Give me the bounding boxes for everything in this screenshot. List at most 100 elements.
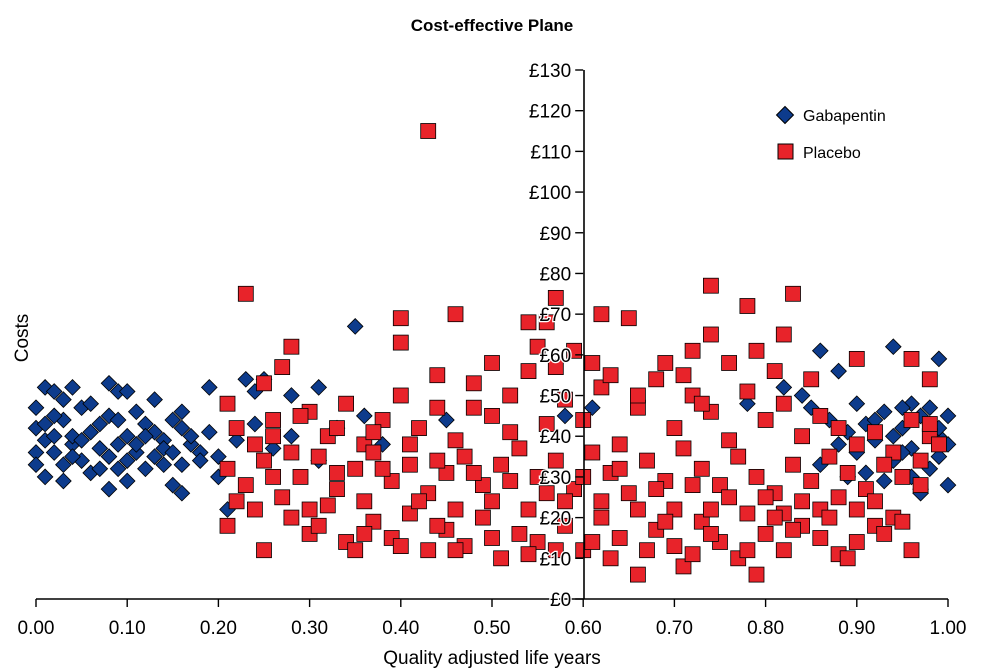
point-gabapentin-53 bbox=[91, 415, 109, 433]
point-gabapentin-78 bbox=[100, 480, 118, 498]
point-placebo-150 bbox=[529, 338, 546, 355]
point-gabapentin-28 bbox=[91, 440, 109, 457]
point-gabapentin-17 bbox=[811, 342, 829, 360]
point-gabapentin-48 bbox=[45, 407, 63, 425]
point-placebo-0 bbox=[420, 123, 437, 139]
point-gabapentin-55 bbox=[109, 436, 127, 453]
point-gabapentin-71 bbox=[36, 415, 54, 433]
point-gabapentin-40 bbox=[200, 423, 218, 441]
point-placebo-81 bbox=[529, 468, 546, 485]
point-placebo-25 bbox=[228, 420, 245, 437]
x-tick-label: 1.00 bbox=[930, 618, 967, 639]
point-placebo-183 bbox=[703, 501, 719, 518]
point-placebo-45 bbox=[593, 379, 610, 396]
point-placebo-178 bbox=[611, 460, 628, 477]
point-gabapentin-107 bbox=[857, 464, 875, 482]
point-gabapentin-23 bbox=[45, 444, 63, 461]
point-gabapentin-47 bbox=[36, 468, 54, 486]
point-gabapentin-6 bbox=[109, 383, 127, 400]
point-placebo-177 bbox=[593, 493, 610, 510]
point-placebo-5 bbox=[593, 306, 610, 323]
point-placebo-6 bbox=[739, 298, 756, 314]
point-placebo-13 bbox=[392, 334, 409, 351]
point-gabapentin-18 bbox=[830, 362, 847, 380]
points-layer bbox=[27, 123, 957, 583]
point-gabapentin-42 bbox=[228, 431, 245, 449]
point-gabapentin-63 bbox=[191, 452, 209, 469]
point-placebo-192 bbox=[867, 493, 883, 510]
point-gabapentin-7 bbox=[118, 383, 136, 400]
point-gabapentin-89 bbox=[583, 399, 601, 417]
point-placebo-217 bbox=[931, 436, 947, 453]
x-tick-label: 0.30 bbox=[291, 618, 328, 639]
chart-title: Cost-effective Plane bbox=[411, 16, 574, 35]
point-gabapentin-91 bbox=[830, 436, 847, 453]
point-gabapentin-83 bbox=[155, 456, 173, 474]
legend-item-gabapentin: Gabapentin bbox=[775, 105, 886, 125]
x-tick-label: 0.70 bbox=[656, 618, 693, 639]
point-placebo-120 bbox=[529, 534, 546, 550]
point-gabapentin-75 bbox=[73, 431, 90, 449]
point-placebo-38 bbox=[465, 375, 482, 392]
point-placebo-179 bbox=[630, 501, 646, 518]
point-placebo-10 bbox=[520, 314, 537, 331]
point-placebo-77 bbox=[456, 448, 473, 465]
point-placebo-22 bbox=[274, 359, 291, 376]
point-placebo-76 bbox=[438, 464, 455, 481]
x-tick-label: 0.40 bbox=[382, 618, 419, 639]
point-placebo-182 bbox=[684, 477, 701, 494]
point-placebo-56 bbox=[794, 428, 810, 445]
point-placebo-180 bbox=[648, 481, 665, 498]
point-gabapentin-108 bbox=[866, 411, 884, 429]
point-placebo-215 bbox=[912, 452, 929, 469]
point-placebo-49 bbox=[666, 420, 683, 437]
point-gabapentin-14 bbox=[283, 387, 300, 404]
point-placebo-214 bbox=[894, 513, 911, 530]
point-placebo-53 bbox=[739, 383, 756, 400]
point-placebo-173 bbox=[520, 501, 537, 518]
point-placebo-168 bbox=[429, 452, 446, 469]
point-placebo-43 bbox=[557, 391, 573, 408]
point-gabapentin-10 bbox=[200, 379, 218, 396]
point-placebo-144 bbox=[365, 424, 382, 441]
point-placebo-208 bbox=[739, 542, 756, 559]
point-placebo-198 bbox=[447, 542, 464, 559]
point-placebo-1 bbox=[237, 285, 254, 302]
point-gabapentin-45 bbox=[283, 427, 300, 445]
point-gabapentin-30 bbox=[109, 460, 127, 478]
point-placebo-9 bbox=[447, 306, 464, 323]
point-gabapentin-110 bbox=[884, 427, 902, 445]
point-placebo-148 bbox=[484, 355, 500, 371]
legend-marker-gabapentin bbox=[775, 105, 795, 125]
point-placebo-151 bbox=[547, 359, 564, 376]
point-placebo-101 bbox=[894, 468, 911, 485]
point-placebo-158 bbox=[721, 355, 737, 371]
point-gabapentin-124 bbox=[793, 387, 811, 404]
point-placebo-92 bbox=[730, 448, 747, 465]
point-placebo-19 bbox=[848, 350, 865, 367]
point-gabapentin-27 bbox=[82, 423, 100, 441]
x-tick-label: 0.20 bbox=[200, 618, 237, 639]
x-tick-label: 0.60 bbox=[565, 618, 602, 639]
point-placebo-42 bbox=[538, 416, 555, 432]
point-placebo-48 bbox=[648, 371, 665, 388]
point-placebo-153 bbox=[602, 367, 619, 384]
y-tick-label: £0 bbox=[550, 590, 571, 611]
point-gabapentin-123 bbox=[894, 399, 911, 417]
point-placebo-36 bbox=[429, 399, 446, 416]
point-placebo-33 bbox=[374, 412, 391, 428]
y-tick-label: £90 bbox=[539, 224, 571, 245]
legend: Gabapentin Placebo bbox=[775, 105, 886, 162]
point-placebo-8 bbox=[392, 310, 409, 327]
point-placebo-65 bbox=[237, 477, 254, 494]
point-placebo-141 bbox=[265, 428, 282, 445]
point-gabapentin-9 bbox=[173, 403, 191, 421]
point-placebo-70 bbox=[329, 481, 345, 498]
point-placebo-210 bbox=[785, 521, 801, 538]
point-placebo-3 bbox=[703, 277, 719, 294]
y-tick-label: £50 bbox=[539, 387, 571, 408]
point-placebo-21 bbox=[921, 371, 938, 388]
point-placebo-191 bbox=[848, 501, 865, 518]
point-placebo-105 bbox=[256, 542, 272, 559]
